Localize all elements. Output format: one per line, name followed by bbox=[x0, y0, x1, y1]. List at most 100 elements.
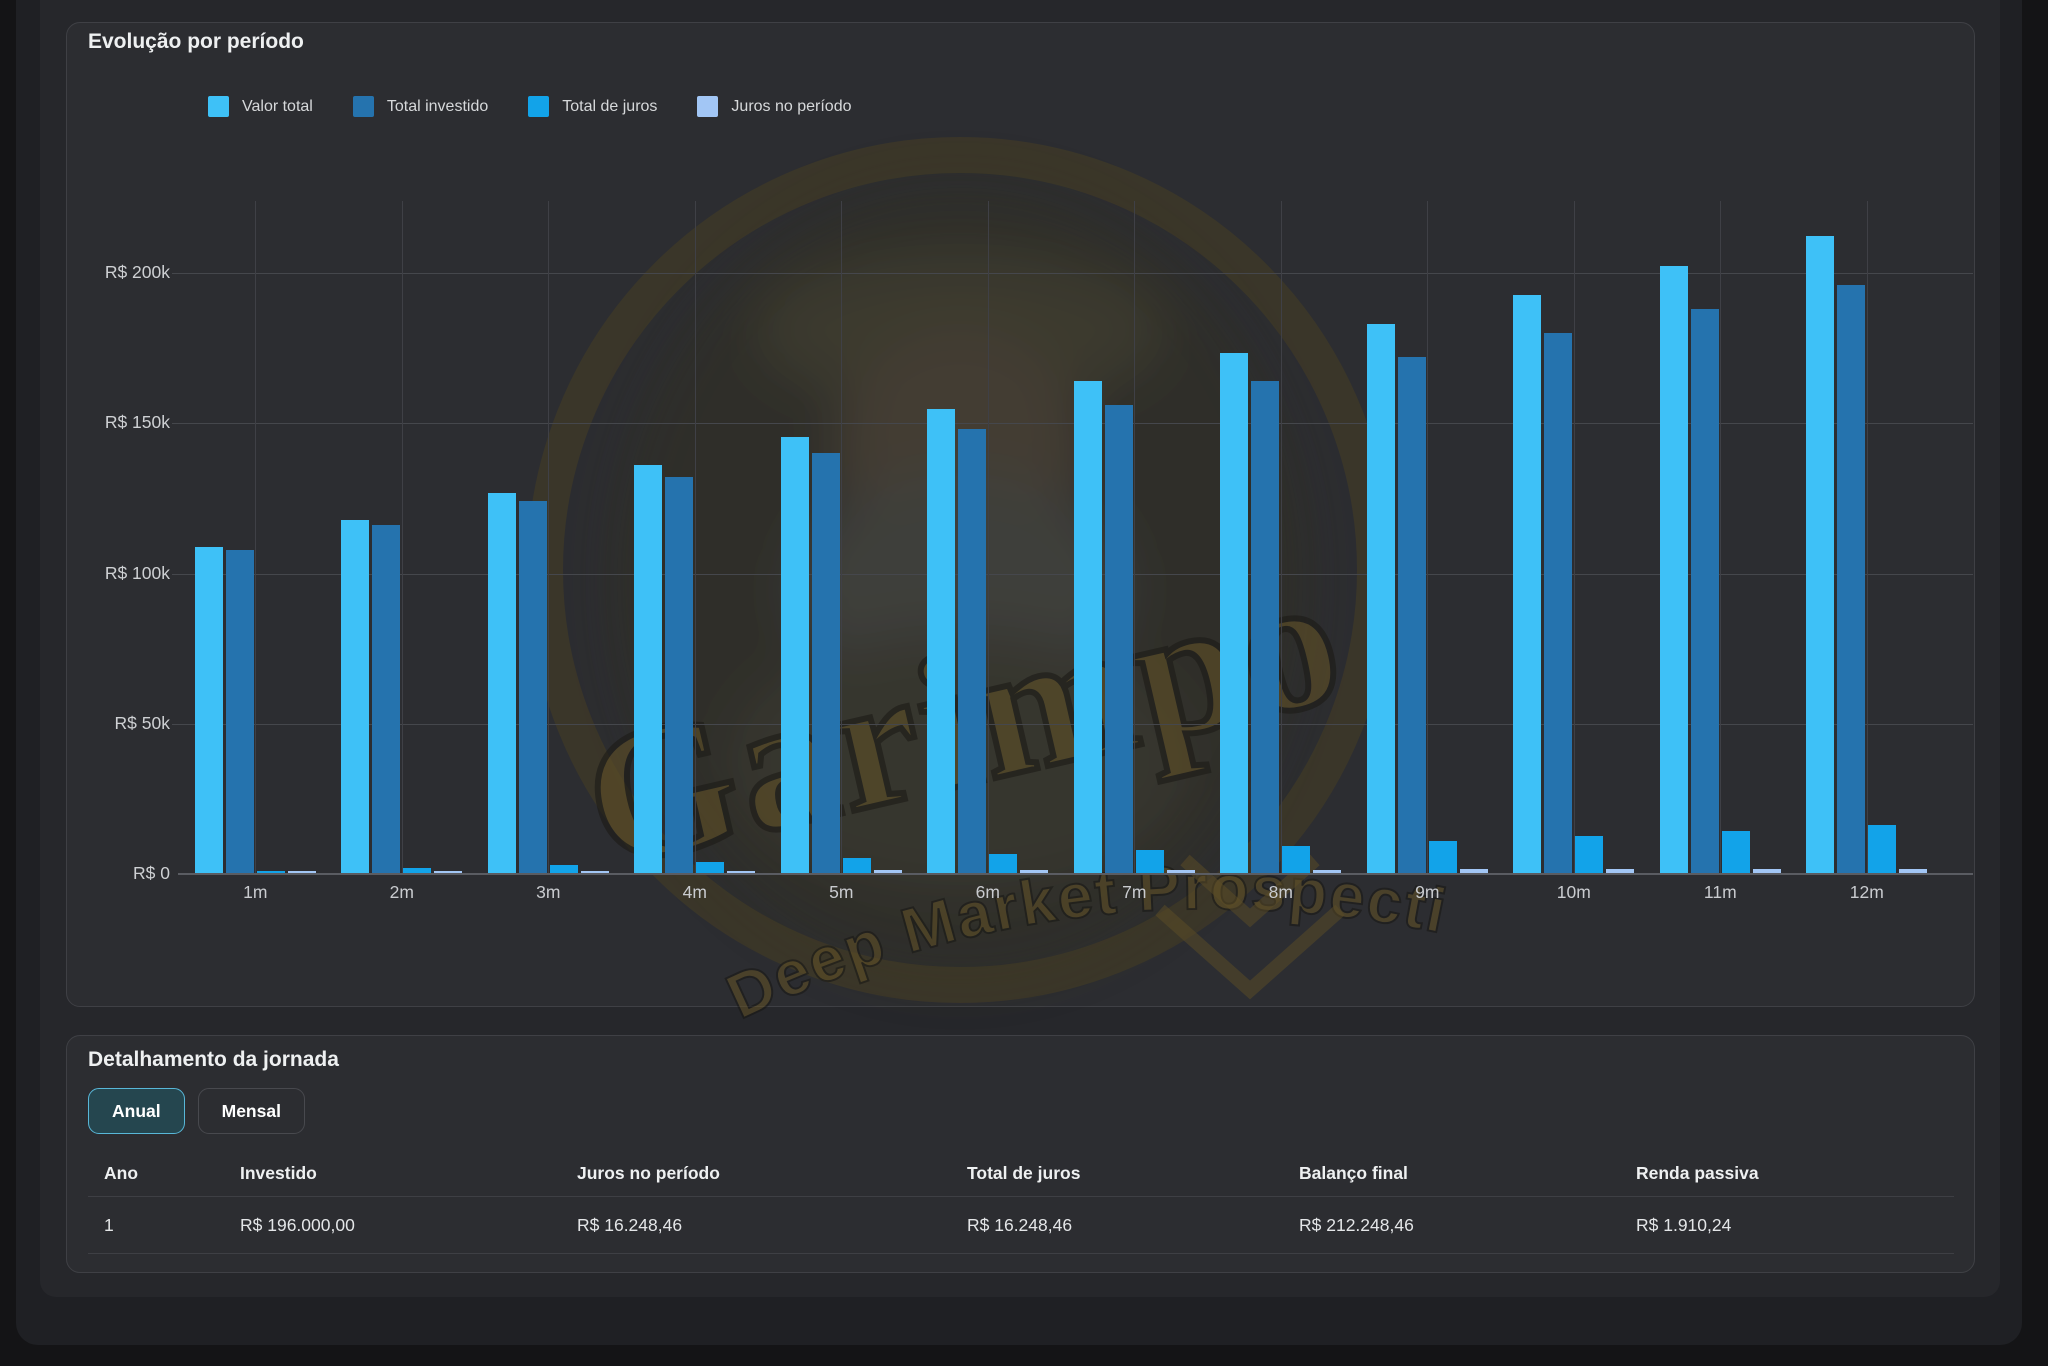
bar-valor-total[interactable] bbox=[780, 437, 809, 874]
bar-total-de-juros[interactable] bbox=[1135, 849, 1164, 874]
x-gridline bbox=[1866, 201, 1868, 874]
bar-total-de-juros[interactable] bbox=[1428, 840, 1457, 874]
table-header-cell: Total de juros bbox=[967, 1162, 1081, 1183]
journey-table: Ano Investido Juros no período Total de jur… bbox=[88, 1150, 1954, 1254]
bar-valor-total[interactable] bbox=[1513, 295, 1542, 874]
table-cell: 1 bbox=[104, 1214, 114, 1235]
bar-total-investido[interactable] bbox=[958, 429, 987, 874]
bar-total-de-juros[interactable] bbox=[403, 868, 432, 874]
bar-total-investido[interactable] bbox=[665, 477, 694, 874]
detail-card bbox=[66, 1035, 1975, 1273]
x-gridline bbox=[987, 201, 989, 874]
bar-total-investido[interactable] bbox=[1837, 285, 1866, 874]
bar-total-investido[interactable] bbox=[1397, 357, 1426, 874]
x-tick-label: 8m bbox=[1268, 882, 1293, 902]
detail-title: Detalhamento da jornada bbox=[88, 1048, 339, 1071]
bar-valor-total[interactable] bbox=[1659, 265, 1688, 874]
x-tick-label: 1m bbox=[243, 882, 268, 902]
chart-legend: Valor total Total investido Total de juros… bbox=[208, 96, 852, 117]
annual-button[interactable]: Anual bbox=[88, 1088, 185, 1134]
bar-total-de-juros[interactable] bbox=[256, 871, 285, 874]
bar-valor-total[interactable] bbox=[927, 409, 956, 874]
y-tick-label: R$ 100k bbox=[104, 562, 170, 583]
bar-total-de-juros[interactable] bbox=[1282, 845, 1311, 874]
monthly-button[interactable]: Mensal bbox=[197, 1088, 305, 1134]
x-gridline bbox=[1573, 201, 1575, 874]
legend-item-2[interactable]: Total investido bbox=[352, 96, 489, 117]
y-tick-label: R$ 150k bbox=[104, 412, 170, 433]
bar-juros-no-per-odo[interactable] bbox=[1459, 869, 1488, 874]
y-gridline bbox=[172, 273, 1973, 274]
bar-valor-total[interactable] bbox=[634, 465, 663, 874]
legend-item-3[interactable]: Total de juros bbox=[528, 96, 657, 117]
table-cell: R$ 196.000,00 bbox=[240, 1214, 355, 1235]
table-cell: R$ 1.910,24 bbox=[1636, 1214, 1732, 1235]
bar-total-investido[interactable] bbox=[372, 525, 401, 874]
table-cell: R$ 16.248,46 bbox=[967, 1214, 1073, 1235]
table-divider bbox=[88, 1253, 1954, 1254]
bar-total-investido[interactable] bbox=[518, 501, 547, 874]
table-row: 1 R$ 196.000,00 R$ 16.248,46 R$ 16.248,46 R$… bbox=[88, 1197, 1954, 1253]
table-cell: R$ 212.248,46 bbox=[1299, 1214, 1414, 1235]
legend-item-4[interactable]: Juros no período bbox=[697, 96, 852, 117]
bar-valor-total[interactable] bbox=[1806, 236, 1835, 874]
bar-juros-no-per-odo[interactable] bbox=[1313, 869, 1342, 874]
bar-total-investido[interactable] bbox=[1251, 381, 1280, 874]
x-tick-label: 4m bbox=[682, 882, 707, 902]
bar-total-de-juros[interactable] bbox=[549, 865, 578, 874]
bar-total-de-juros[interactable] bbox=[842, 858, 871, 874]
x-axis-line bbox=[178, 873, 1973, 875]
x-tick-label: 12m bbox=[1849, 882, 1884, 902]
period-toggle: Anual Mensal bbox=[88, 1088, 305, 1134]
table-header-cell: Renda passiva bbox=[1636, 1162, 1759, 1183]
table-header-cell: Juros no período bbox=[577, 1162, 720, 1183]
bar-juros-no-per-odo[interactable] bbox=[1606, 869, 1635, 874]
legend-swatch-icon bbox=[697, 96, 719, 117]
bar-juros-no-per-odo[interactable] bbox=[287, 871, 316, 874]
x-gridline bbox=[401, 201, 403, 874]
x-gridline bbox=[1280, 201, 1282, 874]
legend-item-1[interactable]: Valor total bbox=[208, 96, 313, 117]
legend-label: Total de juros bbox=[562, 97, 658, 115]
bar-total-investido[interactable] bbox=[1690, 309, 1719, 874]
bar-juros-no-per-odo[interactable] bbox=[580, 870, 609, 874]
bar-valor-total[interactable] bbox=[341, 519, 370, 874]
bar-total-de-juros[interactable] bbox=[1721, 830, 1750, 874]
bar-valor-total[interactable] bbox=[1073, 381, 1102, 874]
bar-total-investido[interactable] bbox=[1104, 405, 1133, 874]
table-divider bbox=[88, 1196, 1954, 1197]
legend-label: Juros no período bbox=[731, 97, 852, 115]
x-tick-label: 7m bbox=[1122, 882, 1147, 902]
table-header-cell: Ano bbox=[104, 1162, 139, 1183]
x-tick-label: 9m bbox=[1415, 882, 1440, 902]
chart-title: Evolução por período bbox=[88, 30, 304, 53]
bar-total-investido[interactable] bbox=[811, 453, 840, 874]
bar-juros-no-per-odo[interactable] bbox=[434, 871, 463, 874]
bar-valor-total[interactable] bbox=[487, 492, 516, 874]
x-tick-label: 5m bbox=[829, 882, 854, 902]
bar-valor-total[interactable] bbox=[194, 546, 223, 874]
legend-swatch-icon bbox=[208, 96, 229, 117]
x-gridline bbox=[548, 201, 550, 874]
bar-total-de-juros[interactable] bbox=[989, 854, 1018, 874]
bar-total-de-juros[interactable] bbox=[1575, 835, 1604, 874]
bar-total-investido[interactable] bbox=[1544, 333, 1573, 874]
table-header-cell: Balanço final bbox=[1299, 1162, 1408, 1183]
bar-valor-total[interactable] bbox=[1220, 352, 1249, 874]
x-tick-label: 6m bbox=[975, 882, 1000, 902]
x-tick-label: 10m bbox=[1556, 882, 1591, 902]
bar-total-investido[interactable] bbox=[225, 549, 254, 874]
bar-juros-no-per-odo[interactable] bbox=[1899, 868, 1928, 874]
bar-total-de-juros[interactable] bbox=[1868, 825, 1897, 874]
x-gridline bbox=[255, 201, 257, 874]
legend-label: Valor total bbox=[242, 97, 313, 115]
bar-juros-no-per-odo[interactable] bbox=[1752, 868, 1781, 874]
legend-label: Total investido bbox=[386, 97, 489, 115]
y-tick-label: R$ 200k bbox=[104, 262, 170, 282]
legend-swatch-icon bbox=[352, 96, 374, 117]
table-header-cell: Investido bbox=[240, 1162, 317, 1183]
x-gridline bbox=[1134, 201, 1136, 874]
bar-valor-total[interactable] bbox=[1366, 323, 1395, 874]
